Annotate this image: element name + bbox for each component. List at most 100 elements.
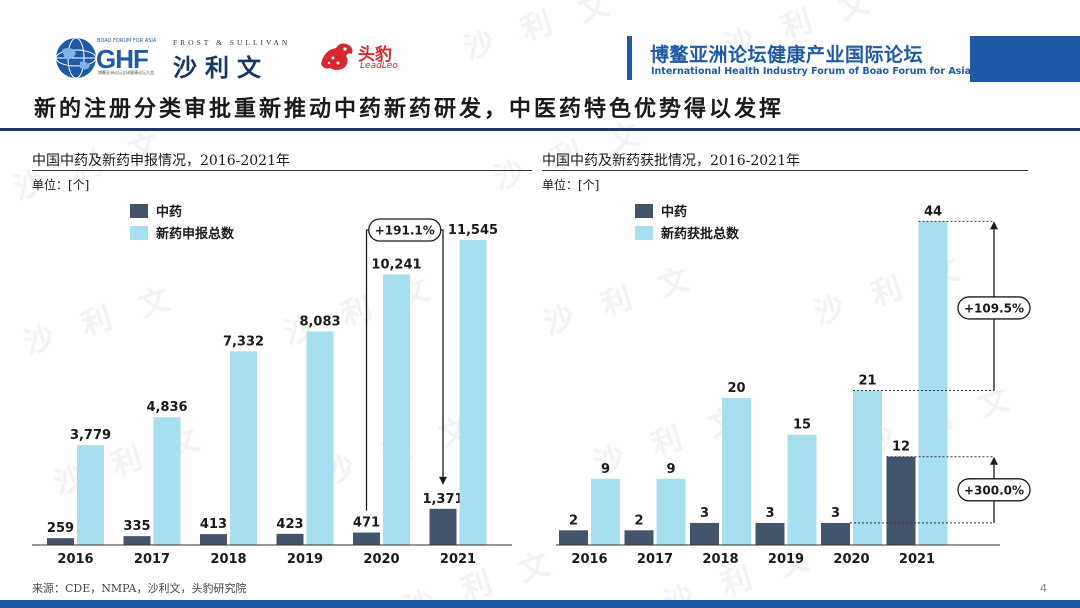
header: BOAO FORUM FOR ASIA GHF 博鳌亚洲论坛全球健康论坛大会 F… <box>0 0 1080 86</box>
leadleo-logo: 头豹 LeadLeo <box>318 40 408 76</box>
growth-arrow-total-head <box>990 221 998 230</box>
forum-title-cn: 博鳌亚洲论坛健康产业国际论坛 <box>650 44 924 66</box>
x-tick-2016: 2016 <box>57 552 93 567</box>
data-label-tcm-2020: 471 <box>353 516 380 531</box>
data-label-tcm-2017: 2 <box>634 513 643 528</box>
growth-annotation-tcm-pill <box>957 478 1031 502</box>
leadleo-en: LeadLeo <box>360 61 398 71</box>
growth-annotation-text: +191.1% <box>375 224 435 238</box>
data-label-total-2020: 21 <box>858 374 876 389</box>
data-label-total-2017: 4,836 <box>146 400 187 415</box>
x-tick-2019: 2019 <box>768 552 804 567</box>
legend-label-0: 中药 <box>156 204 182 220</box>
bar-total-2021 <box>918 221 948 545</box>
right-chart-title: 中国中药及新药获批情况，2016-2021年 <box>542 153 800 169</box>
left-chart-divider <box>32 170 532 171</box>
data-label-total-2018: 7,332 <box>223 334 264 349</box>
header-blue-block <box>970 36 1080 82</box>
ghf-logo-text: GHF <box>96 44 149 74</box>
x-tick-2018: 2018 <box>702 552 738 567</box>
data-label-total-2021: 11,545 <box>448 223 498 238</box>
legend-swatch-1 <box>130 226 148 240</box>
data-label-total-2016: 9 <box>601 462 610 477</box>
data-label-total-2021: 44 <box>924 204 942 219</box>
bar-total-2017 <box>656 478 686 545</box>
growth-annotation-pill <box>368 218 442 242</box>
data-label-total-2018: 20 <box>727 381 745 396</box>
bar-total-2020 <box>853 390 882 545</box>
page-title: 新的注册分类审批重新推动中药新药研发，中医药特色优势得以发挥 <box>34 96 785 122</box>
frost-sullivan-logo: FROST & SULLIVAN 沙利文 <box>173 38 293 83</box>
data-label-tcm-2018: 3 <box>700 506 709 521</box>
bar-tcm-2020 <box>821 522 850 545</box>
data-label-total-2019: 15 <box>793 418 811 433</box>
title-divider <box>0 128 1080 131</box>
data-label-tcm-2018: 413 <box>200 517 227 532</box>
data-label-total-2019: 8,083 <box>299 314 340 329</box>
left-chart-unit: 单位：[个] <box>32 178 90 192</box>
legend-label-1: 新药获批总数 <box>661 226 740 242</box>
forum-accent-bar <box>627 36 632 80</box>
bar-tcm-2019 <box>276 533 304 545</box>
x-tick-2018: 2018 <box>210 552 246 567</box>
data-label-tcm-2016: 259 <box>47 521 74 536</box>
bar-tcm-2019 <box>755 522 785 545</box>
bar-tcm-2017 <box>624 530 654 545</box>
legend-label-1: 新药申报总数 <box>156 226 235 242</box>
bar-tcm-2016 <box>47 538 74 545</box>
bar-total-2020 <box>383 274 410 545</box>
bar-total-2021 <box>459 240 487 545</box>
legend-swatch-0 <box>635 204 653 218</box>
bar-tcm-2018 <box>200 534 227 545</box>
data-label-total-2016: 3,779 <box>70 428 111 443</box>
x-tick-2016: 2016 <box>571 552 607 567</box>
footer-bar <box>0 600 1080 608</box>
data-label-total-2017: 9 <box>666 462 675 477</box>
bar-tcm-2017 <box>123 536 151 545</box>
bar-total-2018 <box>722 397 751 545</box>
frost-sullivan-cn: 沙利文 <box>173 54 269 82</box>
bar-tcm-2021 <box>886 456 916 545</box>
growth-arrow-tcm-head <box>990 456 998 465</box>
right-chart-divider <box>542 170 1028 171</box>
bar-total-2017 <box>153 417 181 545</box>
x-tick-2017: 2017 <box>637 552 673 567</box>
bar-total-2019 <box>787 434 817 545</box>
data-label-total-2020: 10,241 <box>371 257 421 272</box>
bar-total-2018 <box>230 351 257 545</box>
data-label-tcm-2019: 423 <box>276 517 303 532</box>
bar-total-2016 <box>591 478 620 545</box>
page-number: 4 <box>1040 582 1047 595</box>
data-label-tcm-2016: 2 <box>569 513 578 528</box>
legend-swatch-0 <box>130 204 148 218</box>
leadleo-cn: 头豹 <box>358 45 392 65</box>
data-label-tcm-2021: 1,371 <box>422 492 463 507</box>
data-label-tcm-2017: 335 <box>123 519 150 534</box>
forum-title-en: International Health Industry Forum of B… <box>651 66 971 77</box>
source-note: 来源：CDE，NMPA，沙利文，头豹研究院 <box>32 582 247 595</box>
x-tick-2021: 2021 <box>899 552 935 567</box>
growth-arrow-head <box>439 476 447 485</box>
growth-annotation-total-text: +109.5% <box>964 301 1024 315</box>
bar-total-2019 <box>306 331 334 545</box>
bar-tcm-2016 <box>559 530 588 545</box>
legend-swatch-1 <box>635 226 653 240</box>
data-label-tcm-2019: 3 <box>765 506 774 521</box>
right-chart-unit: 单位：[个] <box>542 178 600 192</box>
x-tick-2019: 2019 <box>287 552 323 567</box>
data-label-tcm-2021: 12 <box>892 440 910 455</box>
frost-sullivan-en: FROST & SULLIVAN <box>173 38 291 47</box>
x-tick-2021: 2021 <box>440 552 476 567</box>
bar-tcm-2018 <box>690 522 719 545</box>
bar-total-2016 <box>77 445 104 545</box>
globe-logo-icon <box>55 37 97 79</box>
legend-label-0: 中药 <box>661 204 687 220</box>
x-tick-2020: 2020 <box>363 552 399 567</box>
x-tick-2020: 2020 <box>833 552 869 567</box>
leopard-icon <box>321 43 353 70</box>
ghf-sub-label: 博鳌亚洲论坛全球健康论坛大会 <box>98 70 154 75</box>
growth-annotation-tcm-text: +300.0% <box>964 483 1024 497</box>
